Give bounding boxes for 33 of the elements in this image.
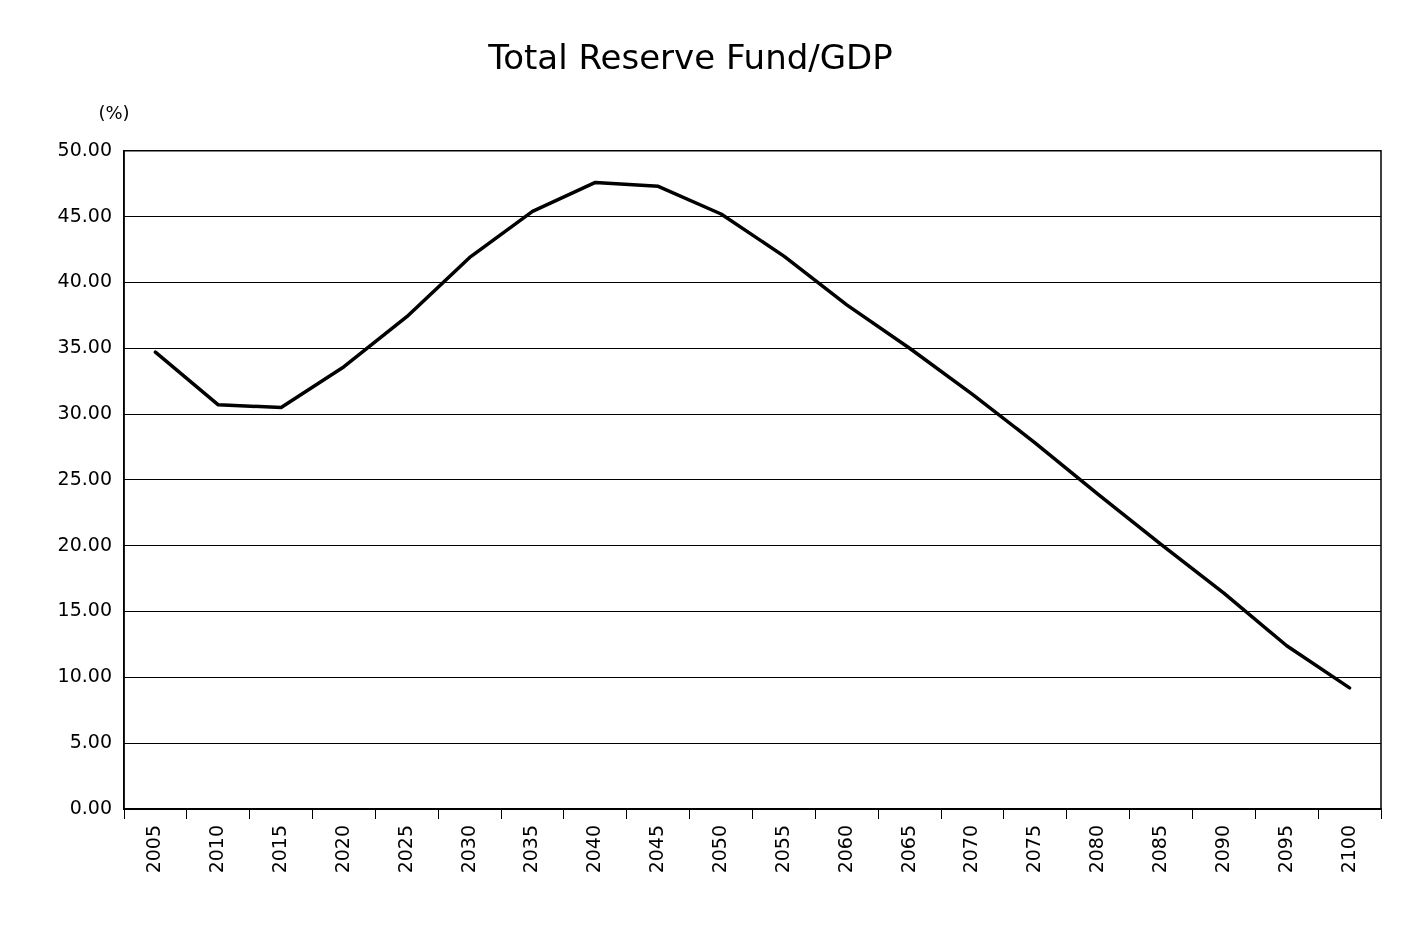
y-tick-label: 45.00 bbox=[57, 203, 112, 226]
chart-title: Total Reserve Fund/GDP bbox=[487, 37, 893, 78]
y-tick-label: 20.00 bbox=[57, 532, 112, 555]
y-tick-label: 30.00 bbox=[57, 401, 112, 424]
x-tick-label: 2020 bbox=[330, 825, 353, 874]
x-tick-label: 2085 bbox=[1147, 825, 1170, 874]
x-tick-label: 2035 bbox=[519, 825, 542, 874]
x-tick-label: 2095 bbox=[1273, 825, 1296, 874]
x-tick-label: 2040 bbox=[582, 825, 605, 874]
y-tick-label: 50.00 bbox=[57, 137, 112, 160]
x-tick-label: 2010 bbox=[205, 825, 228, 874]
y-tick-label: 35.00 bbox=[57, 335, 112, 358]
x-tick-label: 2070 bbox=[959, 825, 982, 874]
x-tick-label: 2055 bbox=[770, 825, 793, 874]
y-tick-label: 10.00 bbox=[57, 664, 112, 687]
x-tick-label: 2050 bbox=[708, 825, 731, 874]
y-tick-label: 15.00 bbox=[57, 598, 112, 621]
x-tick-label: 2030 bbox=[456, 825, 479, 874]
y-tick-label: 0.00 bbox=[69, 795, 112, 818]
x-tick-label: 2005 bbox=[142, 825, 165, 874]
x-tick-label: 2065 bbox=[896, 825, 919, 874]
x-tick-label: 2045 bbox=[645, 825, 668, 874]
y-axis-title: (%) bbox=[98, 102, 130, 124]
y-tick-label: 25.00 bbox=[57, 466, 112, 489]
x-tick-label: 2080 bbox=[1085, 825, 1108, 874]
y-tick-label: 40.00 bbox=[57, 269, 112, 292]
y-tick-label: 5.00 bbox=[69, 730, 112, 753]
x-tick-label: 2075 bbox=[1022, 825, 1045, 874]
x-tick-label: 2060 bbox=[833, 825, 856, 874]
x-tick-label: 2090 bbox=[1210, 825, 1233, 874]
x-tick-label: 2025 bbox=[393, 825, 416, 874]
x-tick-label: 2015 bbox=[268, 825, 291, 874]
x-tick-label: 2100 bbox=[1336, 825, 1359, 874]
